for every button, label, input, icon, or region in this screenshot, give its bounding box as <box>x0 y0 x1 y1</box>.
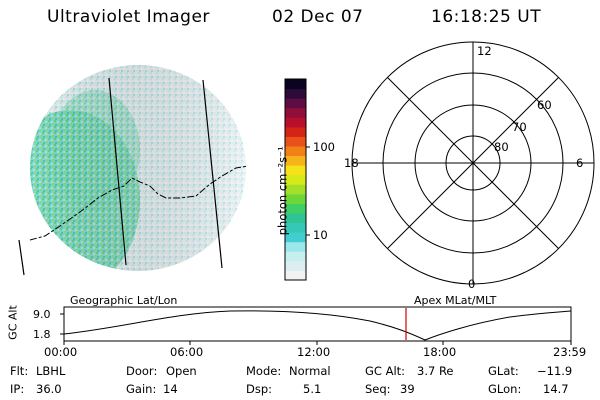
geographic-title: Geographic Lat/Lon <box>70 294 178 307</box>
colorbar-segment <box>285 260 306 271</box>
colorbar-segment <box>285 193 306 204</box>
uv-image-disc <box>18 65 249 276</box>
status-mode-label: Mode: <box>246 364 282 378</box>
altitude-panel <box>60 306 572 345</box>
mlt-label-12: 12 <box>477 44 492 58</box>
colorbar-segment <box>285 136 306 147</box>
status-ip-value: 36.0 <box>36 382 62 396</box>
colorbar-segment <box>285 184 306 195</box>
xtick-2359: 23:59 <box>553 345 587 359</box>
colorbar-tick-10: 10 <box>313 228 328 242</box>
status-glat-value: −11.9 <box>537 364 573 378</box>
mlt-label-6: 6 <box>576 156 584 170</box>
lat-label-80: 80 <box>494 140 509 154</box>
mlt-label-18: 18 <box>344 156 359 170</box>
status-flt-label: Flt: <box>10 364 29 378</box>
lat-label-70: 70 <box>512 120 527 134</box>
colorbar-segment <box>285 232 306 243</box>
colorbar-segment <box>285 174 306 185</box>
time-label: 16:18:25 UT <box>431 7 542 27</box>
status-gain-label: Gain: <box>126 382 157 396</box>
colorbar-segment <box>285 155 306 166</box>
polar-grid <box>351 41 595 285</box>
colorbar-unit-label: photon cm⁻²s⁻¹ <box>275 146 290 236</box>
colorbar-segment <box>285 270 306 281</box>
colorbar-segment <box>285 222 306 233</box>
xtick-1200: 12:00 <box>297 345 331 359</box>
status-ip-label: IP: <box>10 382 25 396</box>
status-gain-value: 14 <box>163 382 178 396</box>
status-mode-value: Normal <box>289 364 331 378</box>
apex-title: Apex MLat/MLT <box>414 294 497 307</box>
status-gcalt-label: GC Alt: <box>365 364 406 378</box>
colorbar-segment <box>285 126 306 137</box>
status-glon-value: 14.7 <box>543 382 569 396</box>
colorbar-segment <box>285 213 306 224</box>
colorbar-segment <box>285 79 306 90</box>
status-glon-label: GLon: <box>488 382 522 396</box>
colorbar-segment <box>285 165 306 176</box>
status-gcalt-value: 3.7 Re <box>417 364 454 378</box>
lat-label-60: 60 <box>537 98 552 112</box>
status-glat-label: GLat: <box>488 364 519 378</box>
colorbar-segment <box>285 98 306 109</box>
status-seq-label: Seq: <box>365 382 391 396</box>
status-door-value: Open <box>166 364 197 378</box>
colorbar-segment <box>285 251 306 262</box>
color-bar <box>285 79 306 281</box>
xtick-1800: 18:00 <box>423 345 457 359</box>
mlt-label-0: 0 <box>468 277 476 291</box>
ytick-9-0: 9.0 <box>33 308 51 321</box>
status-dsp-value: 5.1 <box>303 382 322 396</box>
colorbar-segment <box>285 117 306 128</box>
colorbar-segment <box>285 88 306 99</box>
ytick-1-8: 1.8 <box>33 328 51 341</box>
xtick-0600: 06:00 <box>170 345 204 359</box>
colorbar-segment <box>285 203 306 214</box>
xtick-0000: 00:00 <box>44 345 78 359</box>
status-flt-value: LBHL <box>36 364 66 378</box>
status-door-label: Door: <box>126 364 158 378</box>
colorbar-tick-100: 100 <box>313 140 335 154</box>
status-seq-value: 39 <box>400 382 415 396</box>
status-dsp-label: Dsp: <box>246 382 273 396</box>
colorbar-segment <box>285 107 306 118</box>
colorbar-segment <box>285 146 306 157</box>
date-label: 02 Dec 07 <box>272 7 364 27</box>
altitude-ylabel: GC Alt <box>6 305 20 340</box>
instrument-title: Ultraviolet Imager <box>47 7 210 27</box>
colorbar-segment <box>285 241 306 252</box>
